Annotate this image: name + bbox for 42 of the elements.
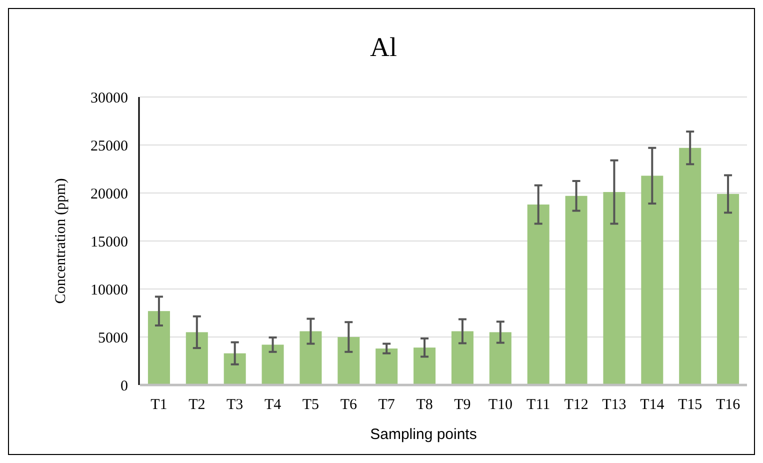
x-tick-label: T12 [564, 397, 588, 413]
bar [376, 348, 398, 385]
x-axis-title: Sampling points [370, 426, 477, 443]
y-tick-label: 10000 [90, 282, 128, 298]
x-tick-label: T7 [378, 397, 396, 413]
x-tick-label: T6 [340, 397, 358, 413]
bar [717, 194, 740, 385]
bar [338, 337, 360, 385]
bar [148, 311, 170, 385]
bar [641, 176, 664, 385]
x-tick-label: T14 [640, 397, 665, 413]
bar [565, 196, 588, 385]
x-tick-label: T9 [454, 397, 471, 413]
y-tick-label: 0 [120, 378, 128, 394]
x-tick-label: T11 [526, 397, 550, 413]
y-tick-label: 20000 [90, 186, 128, 202]
bar [489, 332, 512, 385]
x-tick-label: T5 [302, 397, 320, 413]
y-tick-label: 5000 [98, 330, 128, 346]
x-tick-label: T16 [716, 397, 741, 413]
y-tick-label: 30000 [90, 90, 128, 106]
chart-title: Al [370, 32, 397, 62]
y-tick-label: 15000 [90, 234, 128, 250]
x-tick-label: T1 [150, 397, 168, 413]
x-tick-label: T10 [488, 397, 512, 413]
x-tick-label: T2 [188, 397, 206, 413]
bar [451, 331, 474, 385]
bar [224, 353, 246, 385]
x-tick-label: T4 [264, 397, 282, 413]
x-tick-label: T13 [602, 397, 626, 413]
x-tick-label: T8 [416, 397, 433, 413]
bar [603, 192, 626, 385]
bar [186, 332, 208, 385]
y-axis-title: Concentration (ppm) [53, 178, 69, 304]
bar [300, 331, 322, 385]
x-tick-label: T3 [226, 397, 244, 413]
bar [679, 148, 702, 385]
bar [262, 344, 284, 385]
bar [414, 348, 436, 385]
x-tick-label: T15 [678, 397, 702, 413]
y-tick-label: 25000 [90, 138, 128, 154]
bar [527, 204, 550, 385]
